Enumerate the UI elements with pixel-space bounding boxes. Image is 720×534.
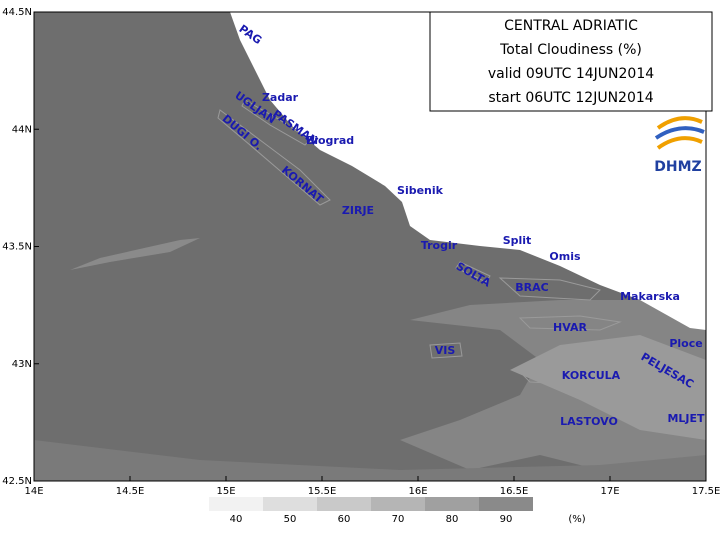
place-label: Makarska xyxy=(620,290,680,303)
title-line: start 06UTC 12JUN2014 xyxy=(488,90,653,106)
place-label: Sibenik xyxy=(397,184,444,197)
colorbar-cell xyxy=(317,497,371,511)
colorbar-cell xyxy=(425,497,479,511)
cloud-patch xyxy=(34,440,706,481)
title-box xyxy=(429,11,713,112)
x-tick-label: 16.5E xyxy=(500,486,529,497)
place-label: Split xyxy=(503,234,532,247)
islands xyxy=(217,99,631,387)
place-label: Trogir xyxy=(421,239,458,252)
place-label: Biograd xyxy=(306,134,354,147)
colorbar-label: 80 xyxy=(446,514,459,525)
place-label: LASTOVO xyxy=(560,415,618,428)
x-tick-label: 17.5E xyxy=(692,486,720,497)
colorbar-label: 50 xyxy=(284,514,297,525)
cloud-patch xyxy=(510,335,706,440)
place-label: HVAR xyxy=(553,321,587,334)
place-label: ZIRJE xyxy=(342,204,374,217)
y-tick-label: 43.5N xyxy=(2,242,32,253)
x-tick-label: 16E xyxy=(408,486,427,497)
colorbar-cell xyxy=(209,497,263,511)
colorbar-cell xyxy=(479,497,533,511)
title-line: Total Cloudiness (%) xyxy=(499,42,642,58)
colorbar-label: 90 xyxy=(500,514,513,525)
x-tick-label: 15.5E xyxy=(308,486,337,497)
x-tick-label: 14E xyxy=(24,486,43,497)
colorbar-label: 40 xyxy=(230,514,243,525)
cloud-patch xyxy=(70,238,200,270)
logo-text: DHMZ xyxy=(654,159,701,175)
place-label: Ploce xyxy=(669,337,702,350)
x-tick-label: 15E xyxy=(216,486,235,497)
y-tick-label: 42.5N xyxy=(2,476,32,487)
place-label: MLJET xyxy=(667,412,705,425)
colorbar-cell xyxy=(371,497,425,511)
place-label: BRAC xyxy=(515,281,548,294)
colorbar-label: 70 xyxy=(392,514,405,525)
x-tick-label: 14.5E xyxy=(116,486,145,497)
x-tick-label: 17E xyxy=(600,486,619,497)
y-tick-label: 43N xyxy=(12,359,32,370)
place-label: Omis xyxy=(549,250,581,263)
y-tick-label: 44N xyxy=(12,124,32,135)
place-label: VIS xyxy=(435,344,456,357)
place-label: KORCULA xyxy=(562,369,621,382)
colorbar-label: 60 xyxy=(338,514,351,525)
title-line: valid 09UTC 14JUN2014 xyxy=(488,66,654,82)
colorbar-cell xyxy=(263,497,317,511)
colorbar-unit: (%) xyxy=(568,514,585,525)
y-tick-label: 44.5N xyxy=(2,7,32,18)
title-line: CENTRAL ADRIATIC xyxy=(504,18,638,34)
logo-mark xyxy=(654,116,705,150)
place-label: Zadar xyxy=(262,91,299,104)
